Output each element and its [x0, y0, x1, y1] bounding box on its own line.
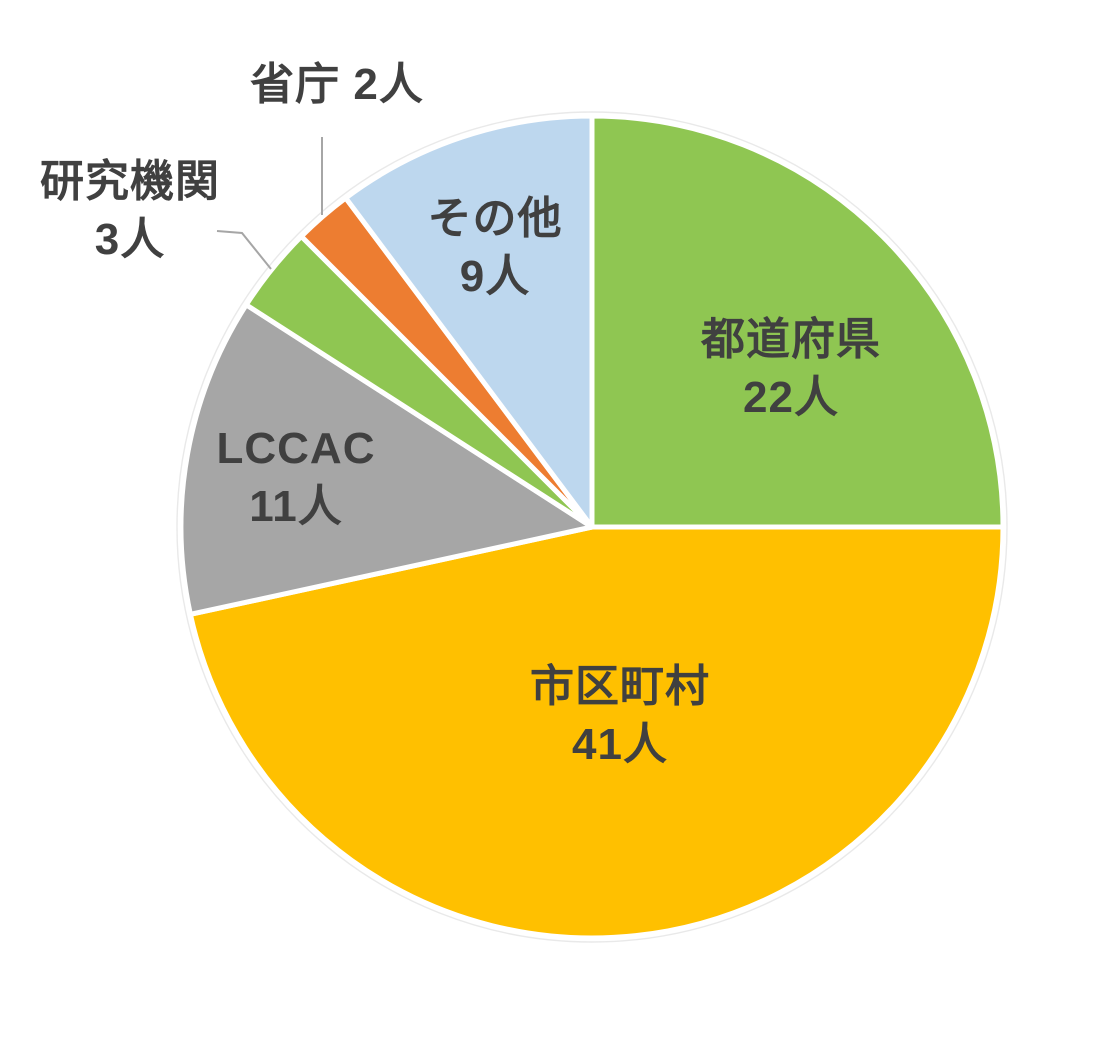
slice-label-ministries: 省庁 2人 [250, 60, 424, 109]
slice-label-municipalities: 市区町村 41人 [530, 662, 710, 769]
leader-line-research-institutes [216, 230, 272, 270]
slice-label-prefectures: 都道府県 22人 [701, 315, 881, 422]
slice-label-research-institutes: 研究機関 3人 [40, 157, 220, 264]
pie-shadow-ring [176, 111, 1008, 943]
slice-label-lccac: LCCAC 11人 [216, 424, 376, 531]
pie-slice-others [343, 113, 595, 530]
pie-slice-municipalities [187, 524, 1006, 941]
pie-slice-lccac [178, 302, 595, 617]
pie-slice-prefectures [589, 113, 1006, 530]
slice-label-others: その他 9人 [427, 194, 563, 301]
